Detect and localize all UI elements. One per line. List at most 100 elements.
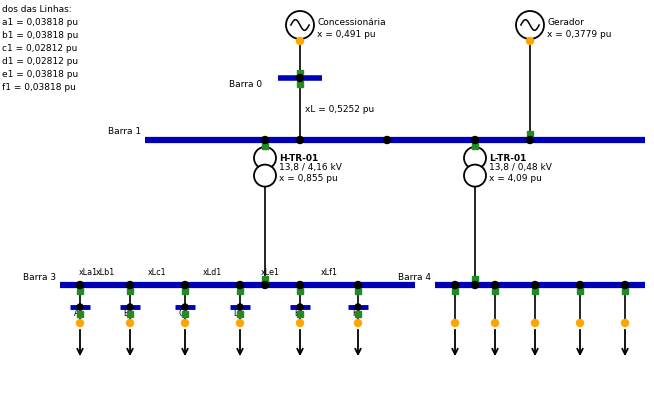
- Circle shape: [286, 11, 314, 39]
- Text: xLa1: xLa1: [78, 268, 97, 277]
- Text: Concessionária: Concessionária: [317, 18, 386, 27]
- Circle shape: [355, 304, 361, 310]
- Text: x = 0,3779 pu: x = 0,3779 pu: [547, 30, 611, 39]
- Text: xLc1: xLc1: [148, 268, 167, 277]
- Circle shape: [526, 137, 534, 144]
- Text: A1: A1: [74, 309, 84, 318]
- Text: f1 = 0,03818 pu: f1 = 0,03818 pu: [2, 83, 76, 92]
- Bar: [262, 143, 268, 149]
- Circle shape: [126, 319, 133, 326]
- Circle shape: [296, 319, 303, 326]
- Text: x = 4,09 pu: x = 4,09 pu: [489, 174, 542, 183]
- Bar: [527, 131, 533, 137]
- Bar: [472, 276, 478, 282]
- Bar: [127, 311, 133, 317]
- Bar: [492, 288, 498, 294]
- Circle shape: [576, 319, 583, 326]
- Circle shape: [492, 281, 498, 288]
- Text: xLd1: xLd1: [203, 268, 222, 277]
- Circle shape: [296, 137, 303, 144]
- Circle shape: [532, 319, 538, 326]
- Circle shape: [127, 304, 133, 310]
- Circle shape: [77, 304, 83, 310]
- Text: dos das Linhas:: dos das Linhas:: [2, 5, 72, 14]
- Circle shape: [621, 319, 628, 326]
- Text: 13,8 / 4,16 kV: 13,8 / 4,16 kV: [279, 163, 342, 172]
- Text: 13,8 / 0,48 kV: 13,8 / 0,48 kV: [489, 163, 552, 172]
- Text: C1: C1: [179, 309, 189, 318]
- Text: x = 0,491 pu: x = 0,491 pu: [317, 30, 375, 39]
- Circle shape: [354, 281, 362, 288]
- Circle shape: [516, 11, 544, 39]
- Bar: [297, 81, 303, 87]
- Circle shape: [492, 319, 498, 326]
- Text: b1 = 0,03818 pu: b1 = 0,03818 pu: [2, 31, 78, 40]
- Text: Barra 4: Barra 4: [398, 273, 431, 282]
- Text: B1: B1: [124, 309, 134, 318]
- Text: xL = 0,5252 pu: xL = 0,5252 pu: [305, 105, 374, 114]
- Bar: [297, 311, 303, 317]
- Circle shape: [182, 319, 188, 326]
- Circle shape: [182, 281, 188, 288]
- Circle shape: [526, 38, 534, 45]
- Circle shape: [464, 147, 486, 169]
- Text: x = 0,855 pu: x = 0,855 pu: [279, 174, 337, 183]
- Circle shape: [464, 164, 486, 187]
- Text: xLe1: xLe1: [260, 268, 279, 277]
- Text: xLb1: xLb1: [95, 268, 114, 277]
- Bar: [182, 311, 188, 317]
- Bar: [237, 288, 243, 294]
- Text: F1: F1: [353, 309, 362, 318]
- Circle shape: [126, 281, 133, 288]
- Text: c1 = 0,02812 pu: c1 = 0,02812 pu: [2, 44, 77, 53]
- Circle shape: [237, 319, 243, 326]
- Bar: [452, 288, 458, 294]
- Circle shape: [296, 281, 303, 288]
- Circle shape: [472, 281, 479, 288]
- Bar: [127, 288, 133, 294]
- Circle shape: [237, 281, 243, 288]
- Bar: [77, 311, 83, 317]
- Circle shape: [354, 319, 362, 326]
- Text: a1 = 0,03818 pu: a1 = 0,03818 pu: [2, 18, 78, 27]
- Circle shape: [451, 281, 458, 288]
- Bar: [622, 288, 628, 294]
- Circle shape: [532, 281, 538, 288]
- Circle shape: [237, 304, 243, 310]
- Circle shape: [621, 281, 628, 288]
- Bar: [472, 143, 478, 149]
- Bar: [355, 288, 361, 294]
- Text: Barra 3: Barra 3: [23, 273, 56, 282]
- Text: D1: D1: [233, 309, 245, 318]
- Bar: [532, 288, 538, 294]
- Bar: [77, 288, 83, 294]
- Text: xLf1: xLf1: [320, 268, 337, 277]
- Text: E1: E1: [294, 309, 304, 318]
- Circle shape: [262, 137, 269, 144]
- Circle shape: [77, 319, 84, 326]
- Bar: [182, 288, 188, 294]
- Text: d1 = 0,02812 pu: d1 = 0,02812 pu: [2, 57, 78, 66]
- Circle shape: [576, 281, 583, 288]
- Text: Barra 0: Barra 0: [229, 80, 262, 89]
- Text: Gerador: Gerador: [547, 18, 584, 27]
- Bar: [297, 288, 303, 294]
- Bar: [237, 311, 243, 317]
- Circle shape: [77, 281, 84, 288]
- Circle shape: [182, 304, 188, 310]
- Text: Barra 1: Barra 1: [108, 127, 141, 136]
- Bar: [297, 70, 303, 76]
- Bar: [262, 276, 268, 282]
- Bar: [355, 311, 361, 317]
- Circle shape: [296, 74, 303, 81]
- Circle shape: [254, 147, 276, 169]
- Text: e1 = 0,03818 pu: e1 = 0,03818 pu: [2, 70, 78, 79]
- Text: L-TR-01: L-TR-01: [489, 154, 526, 163]
- Circle shape: [383, 137, 390, 144]
- Circle shape: [451, 319, 458, 326]
- Text: H-TR-01: H-TR-01: [279, 154, 318, 163]
- Circle shape: [297, 304, 303, 310]
- Circle shape: [254, 164, 276, 187]
- Circle shape: [262, 281, 269, 288]
- Circle shape: [472, 137, 479, 144]
